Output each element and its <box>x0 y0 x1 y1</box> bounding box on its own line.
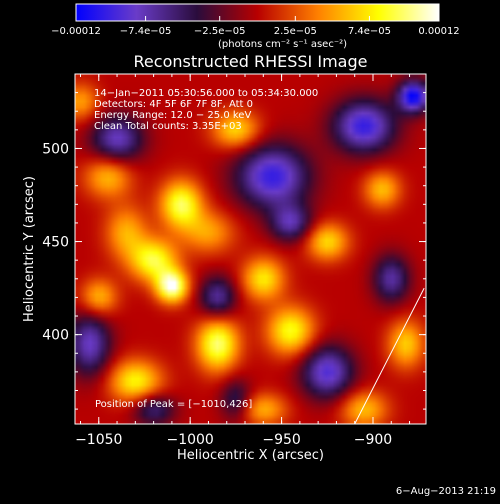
info-line: Energy Range: 12.0 − 25.0 keV <box>94 110 251 121</box>
x-axis-ticks: −1050 −1000 −950 −900 <box>75 74 411 448</box>
x-tick-label: −950 <box>262 432 300 448</box>
x-tick-label: −1000 <box>166 432 213 448</box>
plot-frame <box>74 73 427 425</box>
plot-area: −1050 −1000 −950 −900 400 450 500 14−Jan−2011… <box>42 73 427 448</box>
colorbar-tick-label: 2.5e−05 <box>274 26 317 37</box>
colorbar-gradient <box>75 3 440 22</box>
heatmap-image <box>75 74 426 424</box>
y-tick-label: 400 <box>42 328 69 344</box>
info-line: Detectors: 4F 5F 6F 7F 8F, Att 0 <box>94 99 253 110</box>
solar-limb-line <box>354 287 425 424</box>
peak-position-label: Position of Peak = [−1010,426] <box>95 399 252 410</box>
y-tick-label: 450 <box>42 235 69 251</box>
y-axis-ticks: 400 450 500 <box>42 73 426 410</box>
y-axis-title: Heliocentric Y (arcsec) <box>22 176 37 322</box>
x-tick-label: −1050 <box>75 432 122 448</box>
chart-title: Reconstructed RHESSI Image <box>134 52 368 71</box>
x-tick-label: −900 <box>354 432 392 448</box>
colorbar-ticks: −0.00012 −7.4e−05 −2.5e−05 2.5e−05 7.4e−05 0.… <box>51 16 460 37</box>
colorbar-label: (photons cm⁻² s⁻¹ asec⁻²) <box>218 39 347 50</box>
colorbar-tick-label: −2.5e−05 <box>194 26 246 37</box>
colorbar: −0.00012 −7.4e−05 −2.5e−05 2.5e−05 7.4e−05 0.… <box>51 3 460 50</box>
colorbar-tick-label: −7.4e−05 <box>120 26 172 37</box>
info-line: 14−Jan−2011 05:30:56.000 to 05:34:30.000 <box>94 88 318 99</box>
observation-info: 14−Jan−2011 05:30:56.000 to 05:34:30.000… <box>94 88 318 132</box>
x-axis-title: Heliocentric X (arcsec) <box>177 448 324 463</box>
y-tick-label: 500 <box>42 141 69 157</box>
footer-timestamp: 6−Aug−2013 21:19 <box>396 486 496 497</box>
colorbar-tick-label: −0.00012 <box>51 26 101 37</box>
info-line: Clean Total counts: 3.35E+03 <box>94 121 242 132</box>
colorbar-tick-label: 0.00012 <box>418 26 459 37</box>
colorbar-tick-label: 7.4e−05 <box>348 26 391 37</box>
